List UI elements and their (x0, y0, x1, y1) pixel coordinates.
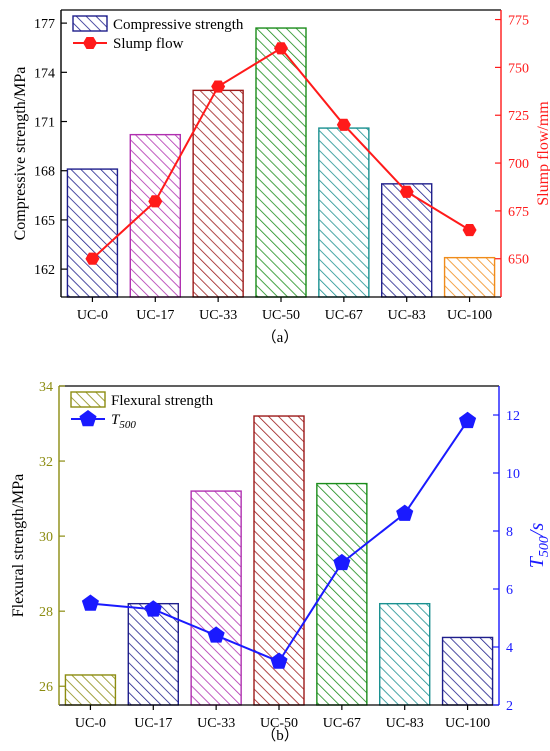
legend-label-bar: Flexural strength (111, 393, 214, 409)
left-tick-label: 174 (34, 66, 55, 81)
legend-swatch-bar (72, 15, 108, 32)
legend-label-line: Slump flow (113, 36, 184, 52)
bar-UC-50 (255, 27, 307, 298)
y-axis-title: Compressive strength/MPa (12, 67, 29, 241)
x-tick-label: UC-83 (388, 308, 426, 323)
point-UC-0 (85, 252, 100, 265)
chart-panel-b: 26 28 30 32 34 2 4 6 8 10 12 UC-0 UC-17 UC-33 UC-50 UC-… (10, 380, 550, 744)
bar-UC-83 (379, 602, 431, 706)
x-tick-label: UC-17 (134, 716, 172, 731)
bar-UC-33 (192, 89, 244, 298)
right-tick-label: 4 (506, 641, 513, 656)
bar-UC-100 (441, 636, 494, 706)
x-tick-label: UC-33 (199, 308, 237, 323)
point-UC-83 (399, 185, 414, 198)
left-tick-label: 171 (34, 116, 55, 131)
point-UC-33 (211, 80, 226, 93)
legend-swatch-bar (70, 391, 106, 408)
legend-label-line: T500 (111, 412, 136, 431)
bar-UC-17 (127, 602, 179, 706)
bar-UC-67 (316, 482, 368, 706)
bar-UC-17 (129, 133, 181, 298)
point-UC-17 (144, 600, 162, 617)
x-tick-label: UC-33 (197, 716, 235, 731)
y-axis-title: Flexural strength/MPa (10, 474, 27, 618)
left-tick-label: 168 (34, 165, 55, 180)
left-tick-label: 162 (34, 263, 55, 278)
x-tick-label: UC-83 (386, 716, 424, 731)
left-tick-label: 26 (39, 680, 53, 695)
x-tick-label: UC-100 (445, 716, 490, 731)
left-tick-label: 32 (39, 455, 53, 470)
right-tick-label: 10 (506, 467, 520, 482)
left-tick-label: 30 (39, 530, 53, 545)
right-tick-label: 750 (508, 61, 529, 76)
point-UC-50 (270, 652, 288, 669)
bar-UC-83 (381, 183, 433, 298)
x-tick-label: UC-0 (77, 308, 108, 323)
point-UC-67 (333, 553, 351, 571)
point-UC-33 (207, 626, 225, 643)
x-tick-label: UC-17 (136, 308, 174, 323)
bar-UC-33 (190, 490, 242, 706)
panel-caption: （a） (262, 329, 299, 346)
legend-marker (79, 410, 97, 427)
x-tick-label: UC-67 (325, 308, 363, 323)
right-tick-label: 8 (506, 525, 513, 540)
legend: Flexural strength T500 (70, 391, 214, 431)
right-tick-label: 700 (508, 157, 529, 172)
y2-axis-title: Slump flow/mm (535, 101, 550, 206)
bar-UC-100 (443, 256, 496, 298)
right-tick-label: 650 (508, 253, 529, 268)
panel-caption: （b） (261, 727, 299, 744)
right-tick-label: 2 (506, 699, 513, 714)
right-tick-label: 12 (506, 409, 520, 424)
right-tick-label: 775 (508, 14, 529, 29)
point-UC-83 (396, 504, 414, 521)
point-UC-0 (81, 594, 99, 611)
right-tick-label: 6 (506, 583, 513, 598)
point-UC-67 (336, 118, 351, 131)
left-tick-label: 34 (39, 380, 53, 395)
x-tick-label: UC-0 (75, 716, 106, 731)
x-tick-label: UC-67 (323, 716, 361, 731)
x-tick-label: UC-50 (262, 308, 300, 323)
left-tick-label: 177 (34, 17, 55, 32)
left-tick-label: 28 (39, 605, 53, 620)
point-UC-100 (459, 411, 477, 429)
legend-label-bar: Compressive strength (113, 17, 244, 33)
bar-UC-67 (318, 127, 370, 298)
right-tick-label: 725 (508, 109, 529, 124)
point-UC-100 (462, 223, 477, 237)
bar-UC-0 (66, 168, 119, 298)
legend-marker (83, 36, 97, 50)
chart-panel-a: 162 165 168 171 174 177 650 675 700 725 750 775 UC-0… (12, 9, 550, 346)
x-tick-label: UC-100 (447, 308, 492, 323)
legend: Compressive strength Slump flow (72, 15, 244, 52)
point-UC-50 (274, 42, 288, 55)
y2-axis-title: T500/s (526, 523, 550, 569)
x-tick-label: UC-50 (260, 716, 298, 731)
point-UC-17 (148, 195, 163, 208)
right-tick-label: 675 (508, 205, 529, 220)
left-tick-label: 165 (34, 214, 55, 229)
bar-UC-0 (64, 674, 117, 706)
